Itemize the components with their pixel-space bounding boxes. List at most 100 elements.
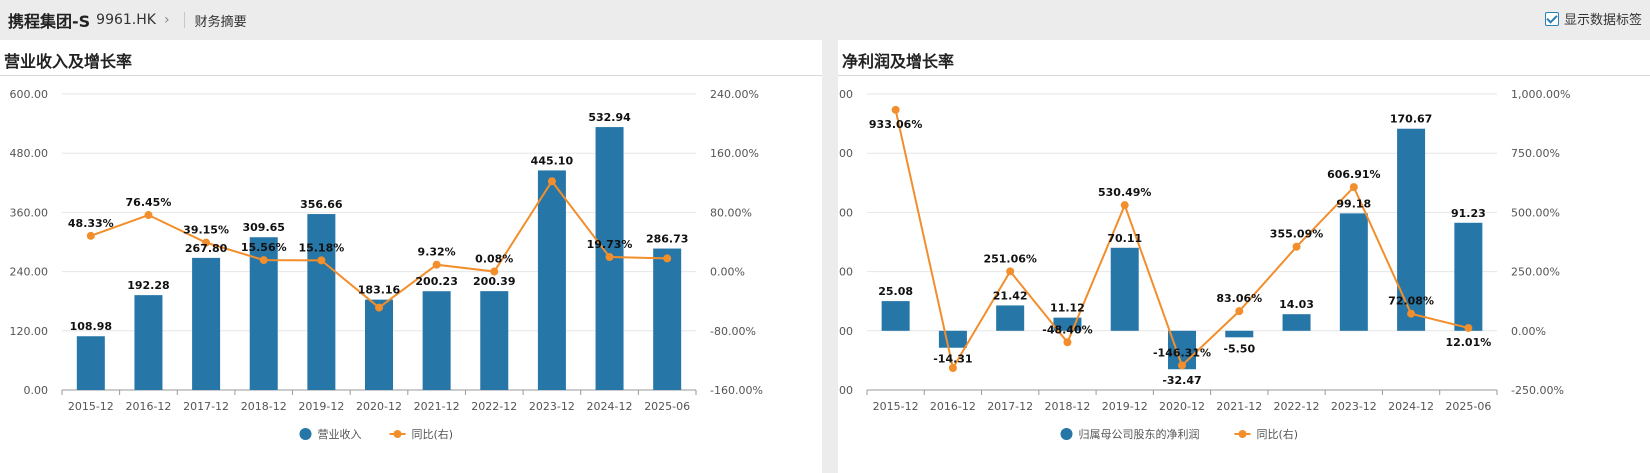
x-tick-label: 2016-12 <box>125 400 171 413</box>
bar <box>1225 330 1254 338</box>
x-tick-label: 2018-12 <box>1044 400 1090 413</box>
x-tick-label: 2022-12 <box>471 400 517 413</box>
line-data-label: 83.06% <box>1216 292 1262 305</box>
top-bar: 携程集团-S 9961.HK › 财务摘要 显示数据标签 <box>0 0 1650 40</box>
y-left-tick-label: 240.00 <box>10 266 49 279</box>
growth-point <box>144 211 153 220</box>
line-data-label: 15.18% <box>298 241 344 254</box>
line-data-label: 606.91% <box>1327 168 1380 181</box>
bar <box>1110 247 1139 331</box>
x-tick-label: 2019-12 <box>1102 400 1148 413</box>
y-left-tick-label: 50.00 <box>838 266 853 279</box>
legend-bar-marker <box>1060 428 1073 440</box>
company-name[interactable]: 携程集团-S <box>8 12 91 31</box>
bar <box>480 291 509 390</box>
bar-data-label: 91.23 <box>1451 207 1486 220</box>
x-tick-label: 2017-12 <box>183 400 229 413</box>
y-left-tick-label: -50.00 <box>838 384 853 397</box>
growth-point <box>259 256 268 265</box>
y-left-tick-label: 120.00 <box>10 325 49 338</box>
bar <box>134 295 163 390</box>
bar-data-label: 192.28 <box>127 279 169 292</box>
bar-data-label: 532.94 <box>588 111 631 124</box>
bar-data-label: 356.66 <box>300 198 343 211</box>
line-data-label: 72.08% <box>1388 295 1434 308</box>
growth-point <box>1235 307 1244 316</box>
bar <box>938 330 967 348</box>
bar <box>1397 128 1426 331</box>
bar-data-label: 170.67 <box>1390 113 1432 126</box>
line-data-label: 48.33% <box>68 217 114 230</box>
x-tick-label: 2025-06 <box>644 400 690 413</box>
line-data-label: 530.49% <box>1098 186 1151 199</box>
checkbox-checked-icon[interactable] <box>1544 11 1559 26</box>
y-left-tick-label: 0.00 <box>838 325 853 338</box>
line-data-label: -146.31% <box>1153 346 1211 359</box>
bar-data-label: -14.31 <box>933 353 972 366</box>
title-divider <box>0 75 822 76</box>
bar-data-label: -32.47 <box>1162 374 1201 387</box>
revenue-chart-panel: 营业收入及增长率 0.00 -160.00% 120.00 -80.00% 240.00… <box>0 40 822 473</box>
bar <box>76 336 105 390</box>
x-tick-label: 2016-12 <box>930 400 976 413</box>
x-tick-label: 2020-12 <box>1159 400 1205 413</box>
x-tick-label: 2023-12 <box>1331 400 1377 413</box>
y-left-tick-label: 150.00 <box>838 147 853 160</box>
growth-point <box>202 238 211 247</box>
y-right-tick-label: 160.00% <box>710 147 759 160</box>
x-tick-label: 2017-12 <box>987 400 1033 413</box>
y-right-tick-label: 240.00% <box>710 88 759 101</box>
legend-line-label: 同比(右) <box>412 427 454 441</box>
y-right-tick-label: -160.00% <box>710 384 763 397</box>
legend-bar-marker <box>299 428 312 440</box>
toggle-label[interactable]: 显示数据标签 <box>1563 13 1642 28</box>
growth-point <box>86 231 95 240</box>
line-data-label: 355.09% <box>1270 228 1323 241</box>
x-tick-label: 2025-06 <box>1445 400 1491 413</box>
y-right-tick-label: -80.00% <box>710 325 756 338</box>
growth-point <box>948 363 957 372</box>
legend-bar-label: 归属母公司股东的净利润 <box>1079 427 1200 441</box>
growth-point <box>547 177 556 186</box>
line-data-label: 76.45% <box>126 196 172 209</box>
y-left-tick-label: 360.00 <box>10 206 49 219</box>
line-data-label: -48.40% <box>1042 323 1092 336</box>
legend-line-point <box>1238 430 1247 438</box>
title-divider <box>838 75 1650 76</box>
growth-line <box>894 109 1469 371</box>
legend-line-point <box>393 430 402 438</box>
growth-point <box>1349 183 1358 192</box>
y-right-tick-label: 1,000.00% <box>1511 88 1570 101</box>
line-data-label: 19.73% <box>587 238 633 251</box>
growth-point <box>1006 267 1015 276</box>
bar-data-label: 267.80 <box>185 242 228 255</box>
x-tick-label: 2015-12 <box>873 400 919 413</box>
bar <box>881 301 910 331</box>
x-tick-label: 2022-12 <box>1274 400 1320 413</box>
y-right-tick-label: 500.00% <box>1511 206 1560 219</box>
x-tick-label: 2020-12 <box>356 400 402 413</box>
breadcrumb-current: 财务摘要 <box>194 14 247 30</box>
growth-point <box>490 267 499 276</box>
bar <box>192 257 221 390</box>
growth-point <box>891 105 900 114</box>
chart-title: 营业收入及增长率 <box>4 52 133 71</box>
show-data-labels-toggle[interactable]: 显示数据标签 <box>1544 9 1642 28</box>
net-profit-chart: -50.00 -250.00% 0.00 0.00% 50.00 250.00% 100.0… <box>838 88 1570 441</box>
y-left-tick-label: 200.00 <box>838 88 853 101</box>
bar-data-label: 309.65 <box>243 221 285 234</box>
growth-point <box>1407 309 1416 318</box>
y-left-tick-label: 0.00 <box>24 384 49 397</box>
bar <box>422 291 451 390</box>
line-data-label: 0.08% <box>475 253 513 266</box>
y-left-tick-label: 600.00 <box>10 88 49 101</box>
growth-point <box>1120 201 1129 210</box>
y-left-tick-label: 480.00 <box>10 147 49 160</box>
bar <box>653 248 682 390</box>
bar-data-label: 11.12 <box>1050 302 1085 315</box>
line-data-label: 251.06% <box>983 252 1036 265</box>
bar <box>365 299 393 390</box>
bar-data-label: 70.11 <box>1107 232 1142 245</box>
growth-point <box>1292 242 1301 251</box>
bar <box>537 170 566 390</box>
